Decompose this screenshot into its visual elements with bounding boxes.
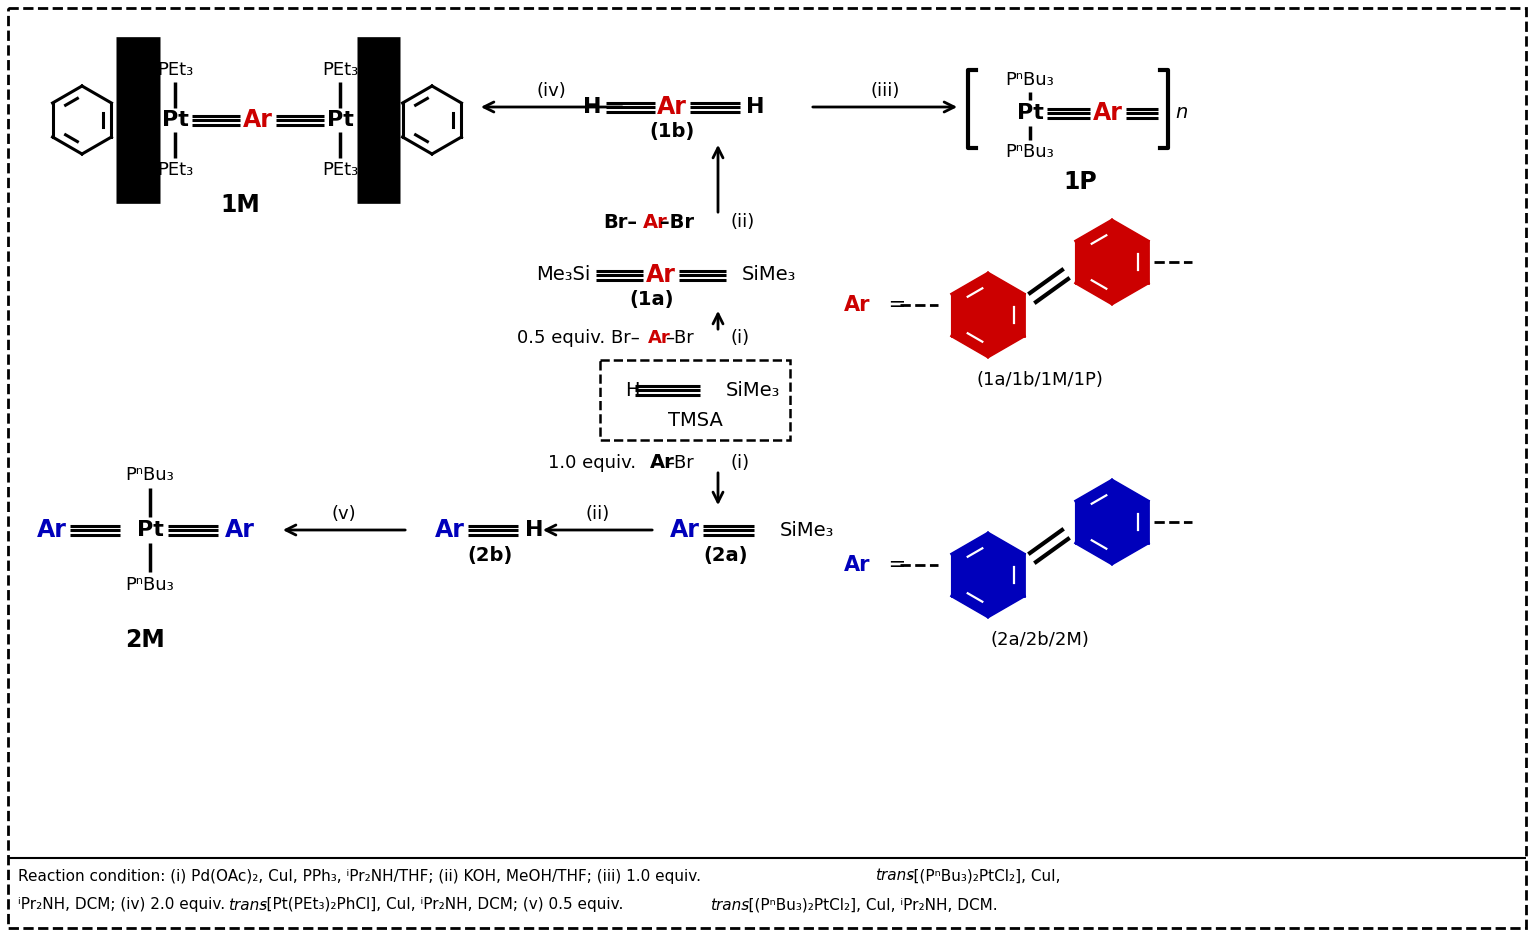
Text: -[Pt(PEt₃)₂PhCl], CuI, ⁱPr₂NH, DCM; (v) 0.5 equiv.: -[Pt(PEt₃)₂PhCl], CuI, ⁱPr₂NH, DCM; (v) … [261, 898, 629, 913]
Text: n: n [1177, 104, 1189, 123]
Text: H: H [525, 520, 543, 540]
Text: (1a): (1a) [630, 290, 675, 310]
Polygon shape [951, 273, 1025, 357]
Text: (ii): (ii) [586, 505, 609, 523]
Text: Ar: Ar [225, 518, 255, 542]
Text: 1.0 equiv.: 1.0 equiv. [548, 454, 647, 472]
Text: Br–: Br– [603, 212, 637, 231]
Text: TMSA: TMSA [667, 411, 723, 430]
Text: PⁿBu₃: PⁿBu₃ [126, 466, 175, 484]
Polygon shape [1075, 480, 1149, 564]
Text: -[(PⁿBu₃)₂PtCl₂], CuI, ⁱPr₂NH, DCM.: -[(PⁿBu₃)₂PtCl₂], CuI, ⁱPr₂NH, DCM. [742, 898, 997, 913]
Text: PⁿBu₃: PⁿBu₃ [1006, 143, 1054, 161]
Text: Reaction condition: (i) Pd(OAc)₂, CuI, PPh₃, ⁱPr₂NH/THF; (ii) KOH, MeOH/THF; (ii: Reaction condition: (i) Pd(OAc)₂, CuI, P… [18, 869, 706, 884]
Polygon shape [951, 533, 1025, 617]
Text: PEt₃: PEt₃ [322, 161, 357, 179]
Text: H: H [624, 381, 640, 400]
Text: 1P: 1P [1063, 170, 1097, 194]
Text: SiMe₃: SiMe₃ [779, 520, 834, 539]
Text: PEt₃: PEt₃ [156, 61, 193, 79]
Text: PEt₃: PEt₃ [156, 161, 193, 179]
Text: =: = [882, 555, 907, 575]
Text: (i): (i) [730, 454, 749, 472]
Text: =: = [882, 295, 907, 315]
Text: Ar: Ar [647, 329, 670, 347]
Text: –Br: –Br [666, 329, 693, 347]
Text: ⁱPr₂NH, DCM; (iv) 2.0 equiv.: ⁱPr₂NH, DCM; (iv) 2.0 equiv. [18, 898, 230, 913]
Text: SiMe₃: SiMe₃ [742, 266, 796, 285]
Text: H: H [583, 97, 601, 117]
Text: H: H [746, 97, 764, 117]
Text: (iii): (iii) [870, 82, 899, 100]
Text: Ar: Ar [670, 518, 700, 542]
Text: Pt: Pt [137, 520, 164, 540]
Text: Ar: Ar [646, 263, 676, 287]
Text: 1M: 1M [219, 193, 259, 217]
Polygon shape [1075, 220, 1149, 304]
Text: (2a): (2a) [704, 546, 749, 564]
Text: PEt₃: PEt₃ [322, 61, 357, 79]
Text: trans: trans [229, 898, 267, 913]
Text: (iv): (iv) [537, 82, 566, 100]
Text: Ar: Ar [844, 555, 870, 575]
Text: (1a/1b/1M/1P): (1a/1b/1M/1P) [977, 371, 1103, 389]
Text: Ar: Ar [643, 212, 667, 231]
Text: Ar: Ar [1094, 101, 1123, 125]
Text: PⁿBu₃: PⁿBu₃ [126, 576, 175, 594]
Text: Ar: Ar [37, 518, 67, 542]
Text: trans: trans [710, 898, 749, 913]
Text: Me₃Si: Me₃Si [535, 266, 591, 285]
Text: Ar: Ar [657, 95, 687, 119]
Text: Ar: Ar [650, 454, 675, 473]
Text: Pt: Pt [1017, 103, 1043, 123]
Text: Pt: Pt [161, 110, 189, 130]
Text: 2M: 2M [126, 628, 164, 652]
Text: (i): (i) [730, 329, 749, 347]
Text: SiMe₃: SiMe₃ [726, 381, 781, 400]
Text: –Br: –Br [666, 454, 693, 472]
Text: trans: trans [874, 869, 914, 884]
Text: Ar: Ar [844, 295, 870, 315]
Text: (v): (v) [331, 505, 356, 523]
Text: Ar: Ar [242, 108, 273, 132]
Text: Pt: Pt [327, 110, 353, 130]
Text: Ar: Ar [436, 518, 465, 542]
Text: (2a/2b/2M): (2a/2b/2M) [991, 631, 1089, 649]
Text: PⁿBu₃: PⁿBu₃ [1006, 71, 1054, 89]
Text: -[(PⁿBu₃)₂PtCl₂], CuI,: -[(PⁿBu₃)₂PtCl₂], CuI, [908, 869, 1060, 884]
Text: 0.5 equiv. Br–: 0.5 equiv. Br– [517, 329, 640, 347]
Text: (2b): (2b) [468, 546, 512, 564]
Text: –Br: –Br [660, 212, 693, 231]
Text: (1b): (1b) [649, 123, 695, 141]
Text: (ii): (ii) [730, 213, 755, 231]
